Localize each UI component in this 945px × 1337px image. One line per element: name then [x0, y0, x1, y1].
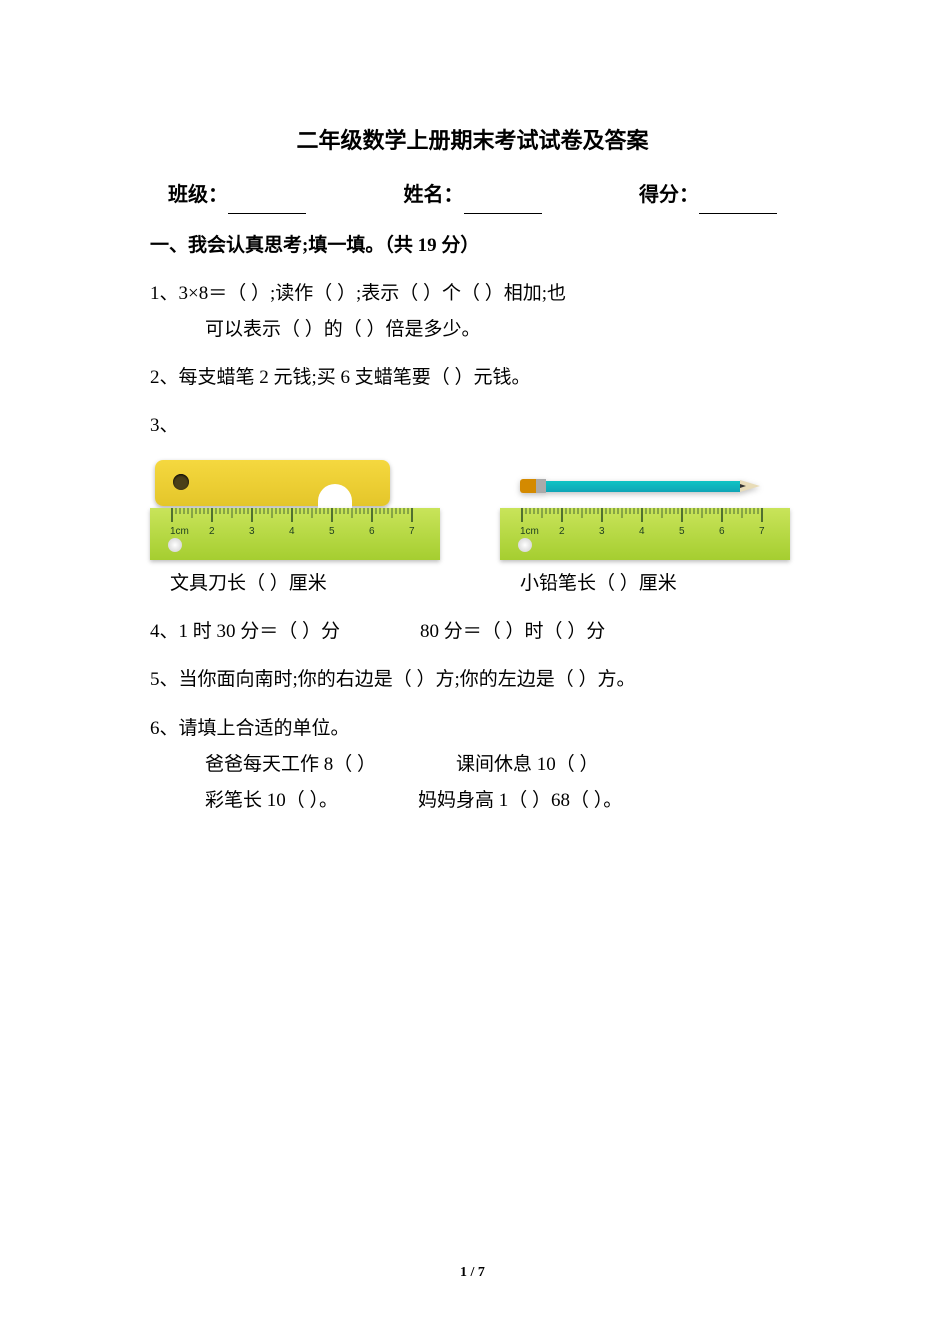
question-6-row-2: 彩笔长 10（ ）。 妈妈身高 1（ ）68（ ）。 — [150, 783, 795, 819]
question-3-label: 3、 — [150, 408, 795, 444]
page-title: 二年级数学上册期末考试试卷及答案 — [150, 120, 795, 162]
question-6-a: 爸爸每天工作 8（ ） — [205, 747, 376, 783]
figure-knife-column: 1cm 2 3 4 5 6 7 文具刀长（ ）厘米 — [150, 450, 440, 602]
question-4-a: 4、1 时 30 分＝（ ）分 — [150, 614, 340, 650]
question-1: 1、3×8＝（ ）;读作（ ）;表示（ ）个（ ）相加;也 可以表示（ ）的（ … — [150, 276, 795, 348]
svg-text:5: 5 — [679, 526, 685, 537]
question-6-b: 课间休息 10（ ） — [456, 747, 599, 783]
page-number: 1 / 7 — [0, 1260, 945, 1287]
question-1-line-b: 可以表示（ ）的（ ）倍是多少。 — [150, 312, 795, 348]
caption-knife: 文具刀长（ ）厘米 — [150, 566, 327, 602]
pencil-body — [546, 481, 740, 492]
svg-text:7: 7 — [409, 526, 415, 537]
ruler-right-scale: 1cm 2 3 4 5 6 7 — [500, 508, 790, 538]
figure-knife: 1cm 2 3 4 5 6 7 — [150, 450, 440, 560]
svg-text:4: 4 — [289, 526, 295, 537]
svg-text:1cm: 1cm — [520, 526, 539, 537]
ruler-left-screw — [168, 538, 182, 552]
pencil-tip — [740, 480, 760, 492]
svg-text:3: 3 — [599, 526, 605, 537]
caption-pencil: 小铅笔长（ ）厘米 — [500, 566, 677, 602]
class-underline — [228, 190, 306, 214]
svg-text:2: 2 — [209, 526, 215, 537]
figure-pencil: 1cm 2 3 4 5 6 7 — [500, 450, 790, 560]
question-1-line-a: 1、3×8＝（ ）;读作（ ）;表示（ ）个（ ）相加;也 — [150, 276, 795, 312]
question-2: 2、每支蜡笔 2 元钱;买 6 支蜡笔要（ ）元钱。 — [150, 360, 795, 396]
svg-text:1cm: 1cm — [170, 526, 189, 537]
svg-text:7: 7 — [759, 526, 765, 537]
svg-text:4: 4 — [639, 526, 645, 537]
name-field: 姓名： — [404, 176, 542, 214]
score-field: 得分： — [639, 176, 777, 214]
question-4: 4、1 时 30 分＝（ ）分 80 分＝（ ）时（ ）分 — [150, 614, 795, 650]
knife-shape — [155, 460, 390, 506]
pencil-shape — [520, 480, 760, 492]
section-1-heading: 一、我会认真思考;填一填。（共 19 分） — [150, 228, 795, 264]
question-6-heading: 6、请填上合适的单位。 — [150, 711, 795, 747]
header-row: 班级： 姓名： 得分： — [150, 176, 795, 214]
ruler-right-screw — [518, 538, 532, 552]
pencil-ferrule — [536, 479, 546, 493]
class-field: 班级： — [168, 176, 306, 214]
question-5: 5、当你面向南时;你的右边是（ ）方;你的左边是（ ）方。 — [150, 662, 795, 698]
svg-text:2: 2 — [559, 526, 565, 537]
question-3-figures: 1cm 2 3 4 5 6 7 文具刀长（ ）厘米 1cm 2 3 4 5 6 7 — [150, 450, 795, 602]
question-6: 6、请填上合适的单位。 爸爸每天工作 8（ ） 课间休息 10（ ） 彩笔长 1… — [150, 711, 795, 819]
ruler-left: 1cm 2 3 4 5 6 7 — [150, 508, 440, 560]
score-underline — [699, 190, 777, 214]
figure-pencil-column: 1cm 2 3 4 5 6 7 小铅笔长（ ）厘米 — [500, 450, 790, 602]
knife-notch — [318, 484, 352, 508]
question-4-b: 80 分＝（ ）时（ ）分 — [420, 614, 605, 650]
ruler-right: 1cm 2 3 4 5 6 7 — [500, 508, 790, 560]
question-6-row-1: 爸爸每天工作 8（ ） 课间休息 10（ ） — [150, 747, 795, 783]
svg-text:3: 3 — [249, 526, 255, 537]
name-underline — [464, 190, 542, 214]
ruler-left-scale: 1cm 2 3 4 5 6 7 — [150, 508, 440, 538]
svg-text:5: 5 — [329, 526, 335, 537]
question-3: 3、 1cm 2 3 4 5 6 7 文具刀长（ ）厘米 — [150, 408, 795, 602]
question-6-d: 妈妈身高 1（ ）68（ ）。 — [418, 783, 622, 819]
pencil-eraser — [520, 479, 536, 493]
svg-text:6: 6 — [369, 526, 375, 537]
knife-hole — [173, 474, 189, 490]
question-6-c: 彩笔长 10（ ）。 — [205, 783, 338, 819]
svg-text:6: 6 — [719, 526, 725, 537]
